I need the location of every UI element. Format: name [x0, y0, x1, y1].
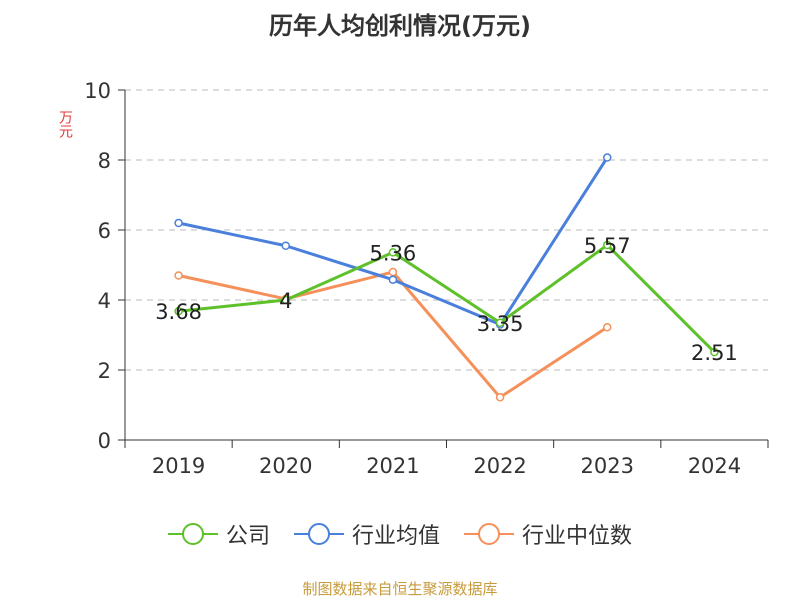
x-tick-label-2022: 2022: [473, 454, 526, 478]
data-label-2022: 3.35: [477, 312, 524, 336]
point-2-2019: [174, 271, 183, 280]
data-label-2023: 5.57: [584, 234, 631, 258]
data-labels: 3.68 4 5.36 3.35 5.57 2.51: [155, 234, 738, 365]
y-tick-label-10: 10: [84, 79, 111, 103]
point-2-2023: [603, 323, 612, 332]
point-0-2024: [710, 347, 719, 357]
grid-lines: [125, 89, 768, 371]
legend-marker-icon: [293, 523, 344, 545]
chart-title: 历年人均创利情况(万元): [269, 12, 531, 40]
data-label-2020: 4: [279, 289, 292, 313]
legend-label: 行业中位数: [522, 524, 633, 549]
point-1-2019: [174, 218, 183, 228]
point-0-2020: [281, 295, 290, 305]
x-tick-label-2019: 2019: [152, 454, 205, 478]
legend: 公司 行业均值 行业中位数: [0, 518, 800, 550]
y-tick-label-0: 0: [98, 429, 111, 453]
y-axis-label: 万元: [57, 110, 73, 138]
legend-label: 公司: [225, 524, 270, 549]
data-label-2019: 3.68: [155, 300, 202, 324]
legend-label: 行业均值: [351, 524, 440, 549]
y-tick-label-2: 2: [98, 359, 111, 383]
x-tick-label-2020: 2020: [259, 454, 312, 478]
x-tick-label-2021: 2021: [366, 454, 419, 478]
point-0-2019: [174, 306, 183, 316]
point-1-2021: [388, 275, 398, 284]
legend-item-0[interactable]: 公司: [167, 518, 270, 550]
data-source-note: 制图数据来自恒生聚源数据库: [302, 580, 498, 598]
point-0-2021: [388, 248, 398, 257]
legend-item-2[interactable]: 行业中位数: [464, 518, 632, 550]
y-tick-label-8: 8: [98, 149, 111, 173]
data-label-2021: 5.36: [370, 241, 417, 265]
axes: 0 2 4 6 8 10 2019 2020 2021 2022 2023 2024: [84, 79, 769, 478]
point-1-2023: [603, 153, 612, 162]
legend-marker-icon: [464, 523, 514, 545]
legend-marker-icon: [167, 523, 218, 545]
point-2-2021: [388, 267, 398, 277]
y-tick-label-4: 4: [98, 289, 111, 313]
series-line-0: [178, 243, 716, 354]
legend-item-1[interactable]: 行业均值: [293, 518, 440, 550]
series-lines: [174, 153, 719, 402]
data-label-2024: 2.51: [691, 341, 738, 365]
x-tick-label-2024: 2024: [688, 454, 741, 478]
y-tick-label-6: 6: [98, 219, 111, 243]
point-1-2020: [281, 241, 290, 250]
point-2-2022: [495, 393, 505, 402]
point-0-2023: [603, 240, 612, 250]
x-tick-label-2023: 2023: [581, 454, 634, 478]
point-0-2022: [495, 318, 505, 327]
